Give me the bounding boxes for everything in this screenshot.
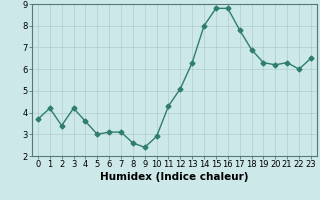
X-axis label: Humidex (Indice chaleur): Humidex (Indice chaleur) (100, 172, 249, 182)
